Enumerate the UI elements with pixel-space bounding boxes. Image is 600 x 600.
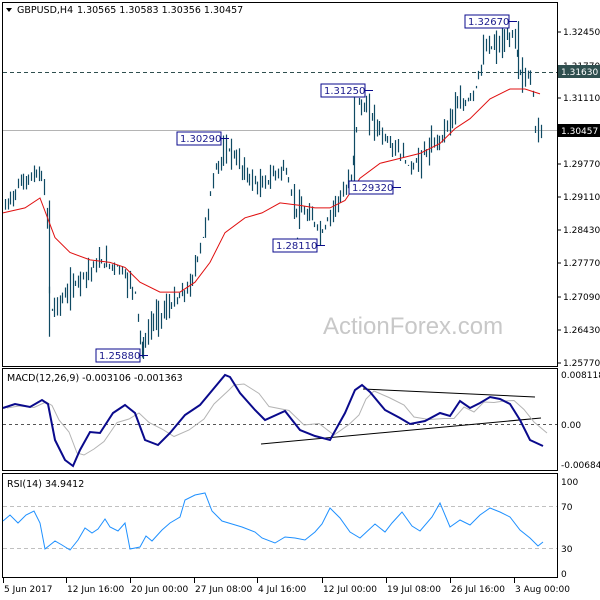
- price-axis: 1.324501.317701.311101.297701.291101.284…: [557, 28, 600, 369]
- time-tick-label: 19 Jul 08:00: [387, 585, 441, 595]
- macd-lower-trendline: [260, 417, 542, 445]
- price-bars: [4, 20, 543, 359]
- macd-upper-trendline: [362, 388, 536, 398]
- rsi-pane: [2, 473, 558, 578]
- price-tick-label: 1.25770: [563, 359, 600, 369]
- time-tick-label: 5 Jun 2017: [4, 585, 52, 595]
- time-tick-label: 4 Jul 16:00: [258, 585, 307, 595]
- price-tick-label: 1.29770: [563, 160, 600, 170]
- level-price-badge: [558, 65, 600, 78]
- current-price-label: 1.30457: [561, 127, 598, 137]
- macd-main-line: [2, 373, 544, 468]
- symbol-label: GBPUSD,H4: [17, 5, 73, 16]
- price-annotation-label: 1.28110: [276, 241, 317, 252]
- triangle-down-icon[interactable]: [6, 8, 12, 12]
- price-annotations: 1.25880 1.30290 1.28110 1.31250 1.29320 1.326…: [95, 14, 517, 363]
- rsi-tick: 30: [561, 545, 573, 555]
- rsi-line: [2, 492, 544, 551]
- time-tick-label: 12 Jul 00:00: [323, 585, 377, 595]
- time-tick-label: 27 Jun 08:00: [195, 585, 252, 595]
- price-tick-label: 1.28430: [563, 226, 600, 236]
- price-annotation-label: 1.30290: [180, 134, 221, 145]
- macd-pane: [2, 368, 558, 471]
- time-tick-label: 26 Jul 16:00: [451, 585, 505, 595]
- macd-signal-line: [6, 383, 548, 456]
- time-tick-label: 3 Aug 00:00: [515, 585, 570, 595]
- price-annotation-label: 1.31250: [324, 86, 365, 97]
- rsi-title: RSI(14) 34.9412: [7, 479, 84, 490]
- price-tick-label: 1.27090: [563, 293, 600, 303]
- time-tick-label: 20 Jun 00:00: [131, 585, 188, 595]
- price-annotation-label: 1.25880: [99, 351, 140, 362]
- price-annotation-label: 1.29320: [352, 183, 393, 194]
- price-tick-label: 1.31110: [563, 94, 600, 104]
- macd-tick: -0.006844: [561, 461, 600, 471]
- macd-tick: 0.008118: [561, 371, 600, 381]
- price-tick-label: 1.29110: [563, 193, 600, 203]
- time-axis: 5 Jun 2017 12 Jun 16:00 20 Jun 00:00 27 Jun…: [3, 578, 570, 595]
- time-tick-label: 12 Jun 16:00: [67, 585, 124, 595]
- price-tick-label: 1.26430: [563, 326, 600, 336]
- current-price-badge: [558, 124, 600, 137]
- watermark: ActionForex.com: [323, 313, 503, 340]
- rsi-tick: 100: [561, 478, 578, 488]
- macd-title: MACD(12,26,9) -0.003106 -0.001363: [7, 373, 183, 384]
- price-annotation-label: 1.32670: [468, 17, 509, 28]
- price-tick-label: 1.32450: [563, 28, 600, 38]
- macd-tick: 0.00: [561, 421, 581, 431]
- price-tick-label: 1.27770: [563, 259, 600, 269]
- ohlc-values: 1.30565 1.30583 1.30356 1.30457: [77, 5, 243, 16]
- moving-average-line: [2, 88, 541, 293]
- level-price-label: 1.31630: [561, 68, 598, 78]
- rsi-tick: 70: [561, 503, 573, 513]
- price-pane: [2, 2, 558, 367]
- rsi-tick: 0: [561, 570, 567, 580]
